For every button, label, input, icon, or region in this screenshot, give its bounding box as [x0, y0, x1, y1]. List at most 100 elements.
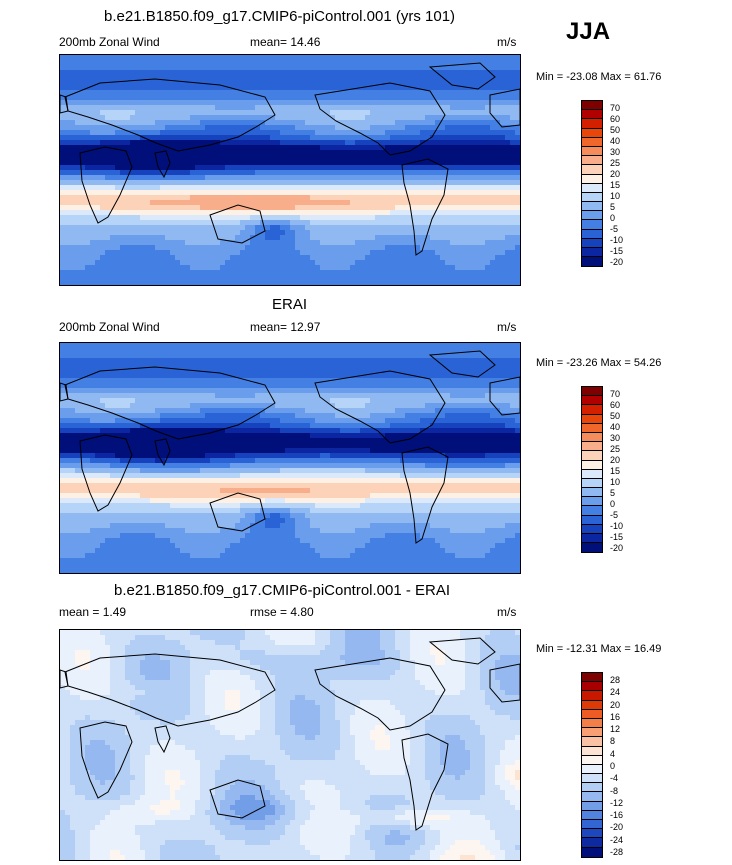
colorbar-swatch	[582, 238, 602, 248]
colorbar-swatch	[582, 128, 602, 138]
colorbar-tick-label: -5	[610, 509, 619, 520]
colorbar-swatch	[582, 673, 602, 683]
colorbar-swatch	[582, 478, 602, 489]
colorbar-swatch	[582, 709, 602, 719]
colorbar-tick-label: 20	[610, 454, 621, 465]
colorbar-tick-label: -12	[610, 797, 624, 808]
colorbar-swatch	[582, 165, 602, 175]
colorbar-swatch	[582, 414, 602, 424]
colorbar-swatch	[582, 423, 602, 433]
panel1-units-label: m/s	[497, 35, 517, 49]
colorbar-swatch	[582, 451, 602, 461]
colorbar-swatch	[582, 700, 602, 710]
panel3-title: b.e21.B1850.f09_g17.CMIP6-piControl.001 …	[114, 582, 451, 599]
colorbar-swatch	[582, 810, 602, 820]
colorbar-swatch	[582, 728, 602, 738]
colorbar-swatch	[582, 432, 602, 443]
panel2-title: ERAI	[272, 296, 308, 313]
panel1-colorbar	[581, 100, 603, 268]
colorbar-swatch	[582, 506, 602, 516]
colorbar-swatch	[582, 515, 602, 525]
colorbar-tick-label: -5	[610, 223, 619, 234]
colorbar-swatch	[582, 211, 602, 221]
colorbar-tick-label: 40	[610, 421, 621, 432]
colorbar-tick-label: 25	[610, 157, 621, 168]
colorbar-swatch	[582, 774, 602, 784]
colorbar-tick-label: 20	[610, 168, 621, 179]
colorbar-swatch	[582, 146, 602, 157]
colorbar-tick-label: -10	[610, 521, 624, 531]
colorbar-tick-label: 40	[610, 135, 621, 146]
season-label: JJA	[566, 18, 611, 45]
colorbar-swatch	[582, 820, 602, 830]
colorbar-tick-label: -20	[610, 543, 624, 554]
colorbar-swatch	[582, 137, 602, 147]
panel1-minmax: Min = -23.08 Max = 61.76	[536, 71, 662, 83]
colorbar-swatch	[582, 682, 602, 692]
panel2-map	[59, 342, 521, 574]
colorbar-swatch	[582, 497, 602, 507]
colorbar-swatch	[582, 469, 602, 479]
colorbar-swatch	[582, 838, 602, 848]
panel1-mean-label: mean= 14.46	[250, 35, 321, 49]
colorbar-tick-label: 8	[610, 736, 616, 747]
panel3-units-label: m/s	[497, 605, 517, 619]
colorbar-tick-label: 50	[610, 124, 621, 135]
colorbar-tick-label: 70	[610, 102, 621, 113]
panel3-colorbar	[581, 672, 603, 858]
colorbar-tick-label: 10	[610, 476, 621, 487]
panel1-variable-label: 200mb Zonal Wind	[59, 35, 160, 49]
colorbar-tick-label: 12	[610, 724, 621, 735]
panel3-rmse-label: rmse = 4.80	[250, 605, 314, 619]
colorbar-swatch	[582, 257, 602, 267]
colorbar-tick-label: 0	[610, 212, 616, 223]
colorbar-swatch	[582, 829, 602, 839]
colorbar-tick-label: 30	[610, 146, 621, 157]
colorbar-swatch	[582, 783, 602, 793]
colorbar-tick-label: -15	[610, 532, 624, 543]
colorbar-tick-label: 10	[610, 190, 621, 201]
colorbar-tick-label: 70	[610, 388, 621, 399]
colorbar-swatch	[582, 220, 602, 230]
colorbar-swatch	[582, 192, 602, 203]
colorbar-tick-label: 60	[610, 399, 621, 410]
colorbar-swatch	[582, 119, 602, 129]
colorbar-tick-label: 5	[610, 487, 616, 498]
colorbar-tick-label: 15	[610, 179, 621, 190]
colorbar-tick-label: -20	[610, 822, 624, 833]
colorbar-swatch	[582, 847, 602, 857]
panel3-minmax: Min = -12.31 Max = 16.49	[536, 643, 662, 655]
colorbar-tick-label: -24	[610, 834, 624, 845]
colorbar-tick-label: -28	[610, 846, 624, 857]
colorbar-swatch	[582, 396, 602, 406]
colorbar-swatch	[582, 737, 602, 747]
colorbar-swatch	[582, 801, 602, 811]
colorbar-swatch	[582, 524, 602, 534]
panel2-minmax: Min = -23.26 Max = 54.26	[536, 357, 662, 369]
colorbar-swatch	[582, 792, 602, 802]
colorbar-swatch	[582, 405, 602, 415]
colorbar-tick-label: 4	[610, 748, 616, 759]
panel2-units-label: m/s	[497, 320, 517, 334]
panel2-mean-label: mean= 12.97	[250, 320, 321, 334]
colorbar-tick-label: 24	[610, 687, 621, 698]
colorbar-tick-label: 30	[610, 432, 621, 443]
colorbar-tick-label: 16	[610, 711, 621, 722]
colorbar-swatch	[582, 755, 602, 765]
panel2-colorbar	[581, 386, 603, 554]
panel2-variable-label: 200mb Zonal Wind	[59, 320, 160, 334]
colorbar-tick-label: 0	[610, 498, 616, 509]
colorbar-swatch	[582, 183, 602, 193]
colorbar-tick-label: -16	[610, 810, 624, 821]
colorbar-tick-label: 0	[610, 761, 616, 771]
colorbar-swatch	[582, 229, 602, 239]
colorbar-tick-label: 25	[610, 443, 621, 454]
colorbar-swatch	[582, 248, 602, 258]
panel1-map	[59, 54, 521, 286]
colorbar-swatch	[582, 174, 602, 184]
colorbar-swatch	[582, 746, 602, 756]
colorbar-swatch	[582, 442, 602, 452]
colorbar-tick-label: -4	[610, 773, 619, 784]
colorbar-tick-label: 20	[610, 699, 621, 710]
colorbar-tick-label: -20	[610, 257, 624, 268]
